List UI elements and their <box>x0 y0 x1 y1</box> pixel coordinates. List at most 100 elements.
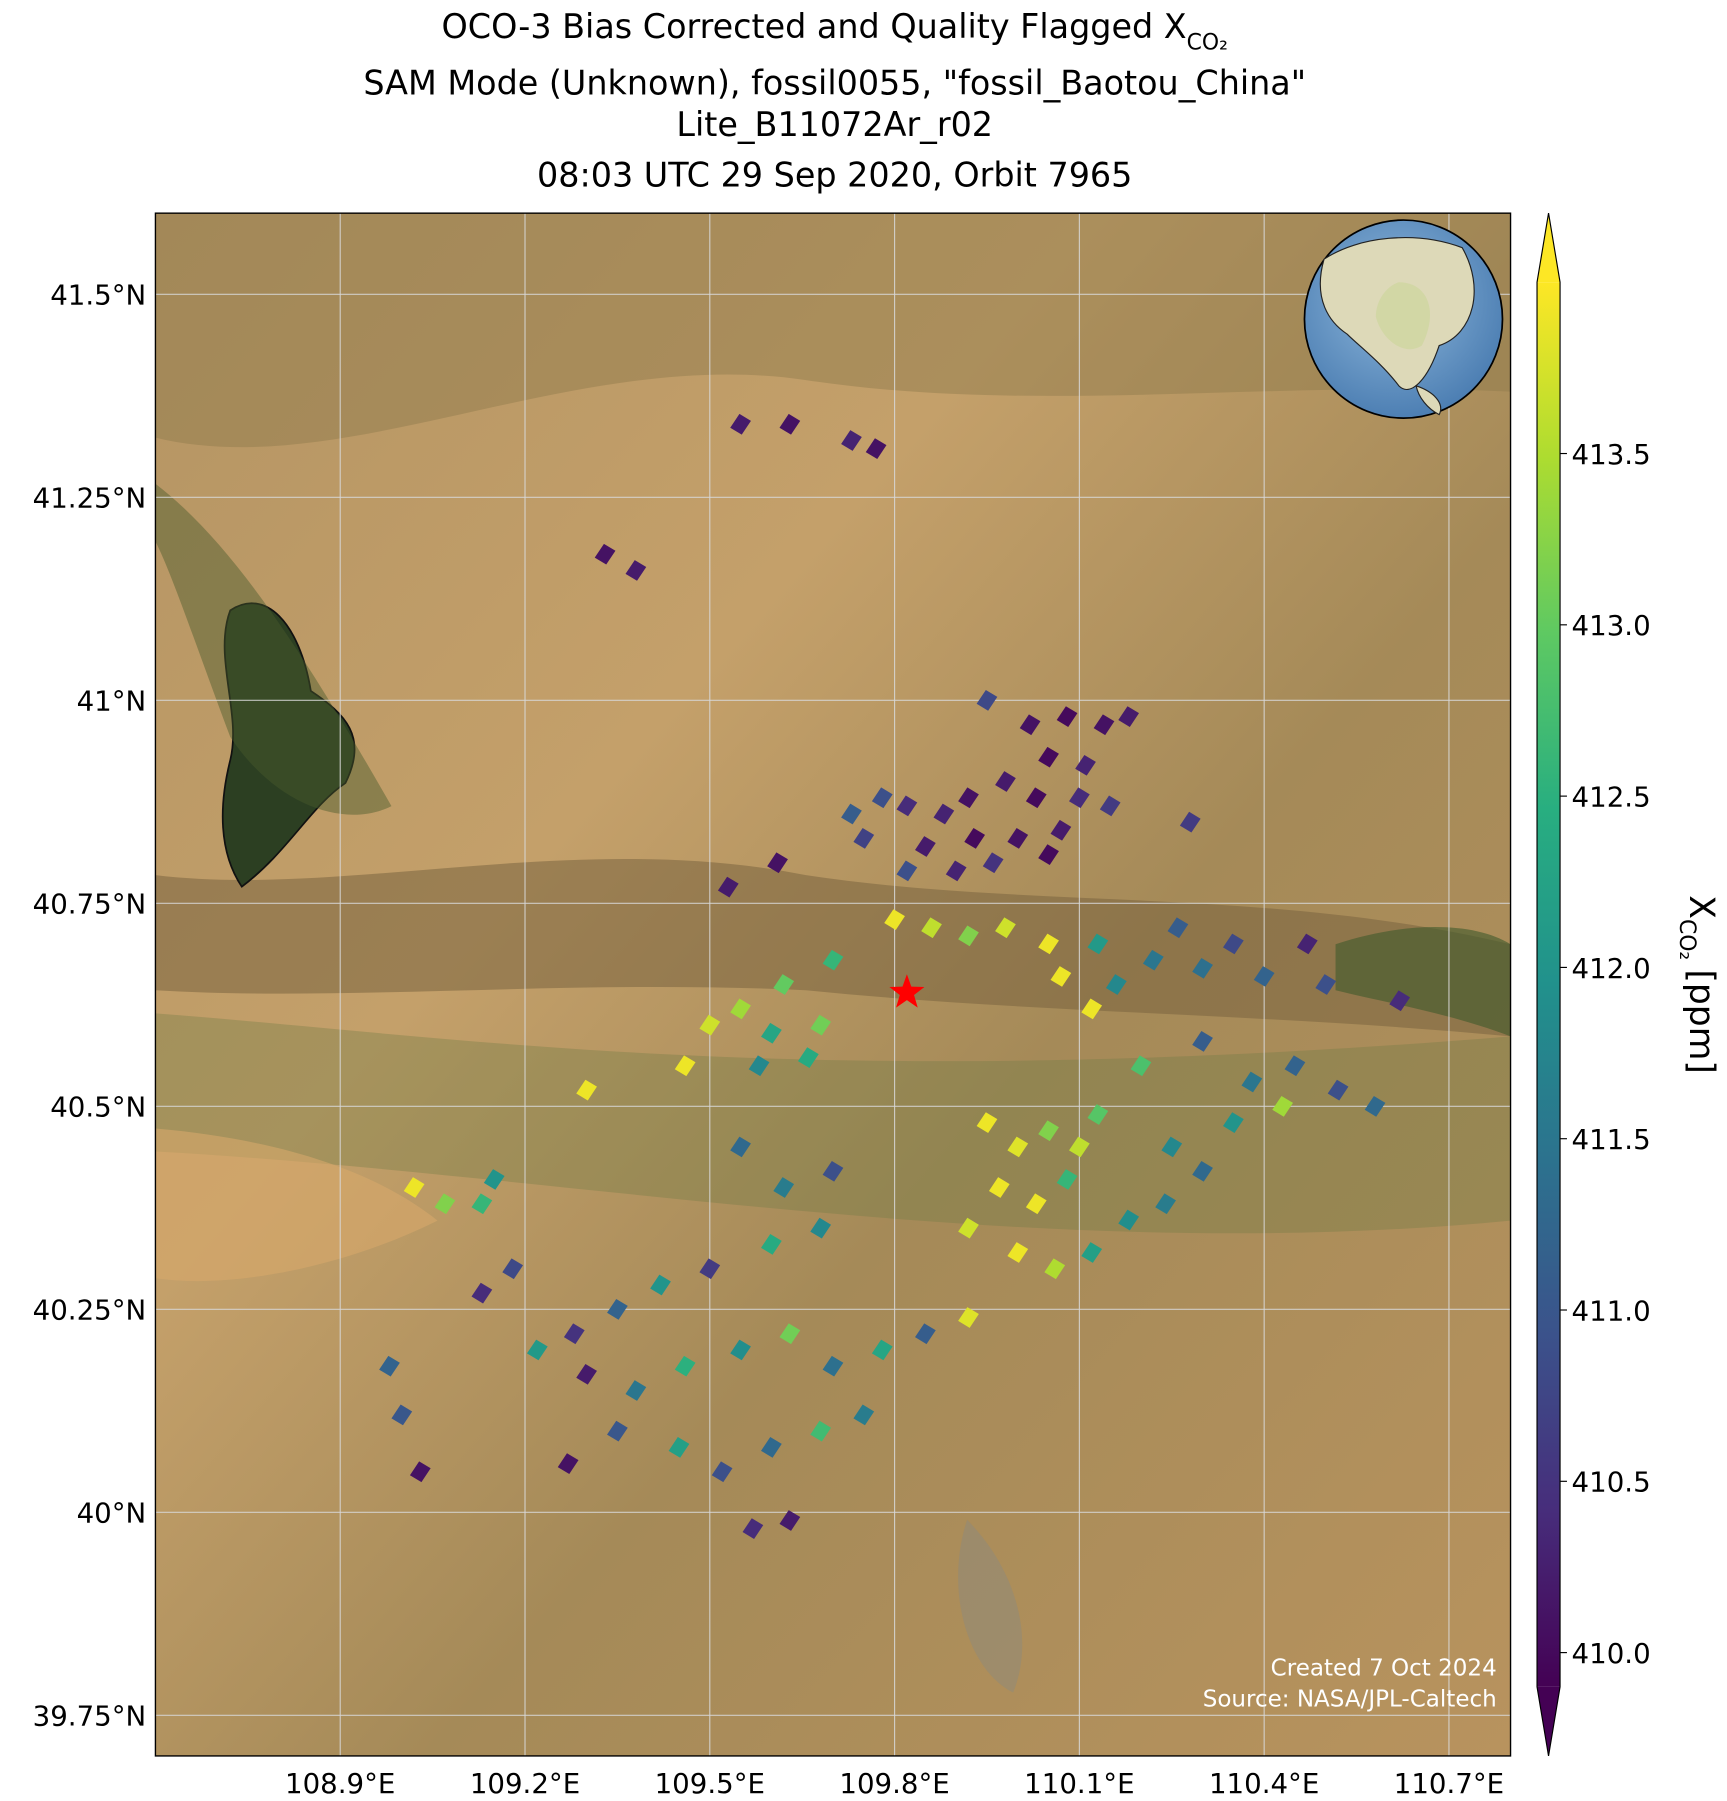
sounding <box>1241 1071 1263 1093</box>
y-tick-label: 41°N <box>77 685 147 718</box>
sounding <box>742 1518 764 1539</box>
map-frame <box>154 212 1512 1757</box>
sounding <box>958 787 979 809</box>
sounding <box>576 1363 597 1385</box>
sounding <box>1272 1095 1294 1117</box>
sounding <box>699 1258 721 1280</box>
sounding <box>915 836 936 857</box>
x-tick-label: 108.9°E <box>285 1767 395 1800</box>
sounding <box>896 860 918 882</box>
sounding <box>1007 1136 1029 1158</box>
sounding <box>1050 966 1072 987</box>
sounding <box>779 413 801 435</box>
sounding <box>822 1160 844 1182</box>
sounding <box>483 1169 505 1190</box>
sounding <box>668 1437 690 1458</box>
sounding <box>1118 1209 1140 1231</box>
sounding <box>945 860 967 882</box>
colorbar-tick-label: 410.5 <box>1572 1466 1651 1499</box>
sounding <box>1296 933 1318 955</box>
sounding <box>1389 990 1411 1012</box>
sounding <box>699 1014 721 1036</box>
x-tick-label: 110.7°E <box>1394 1767 1504 1800</box>
sounding <box>773 974 795 995</box>
colorbar-tick-label: 411.5 <box>1572 1123 1651 1156</box>
colorbar-tick-label: 410.0 <box>1572 1637 1651 1670</box>
sounding <box>810 1014 832 1036</box>
sounding <box>865 438 887 459</box>
sounding <box>607 1298 628 1320</box>
sounding <box>1025 1193 1047 1215</box>
sounding <box>1099 795 1121 817</box>
chart-subtitle: 08:03 UTC 29 Sep 2020, Orbit 7965 <box>537 156 1132 195</box>
soundings <box>379 413 1411 1539</box>
x-tick-label: 110.1°E <box>1024 1767 1134 1800</box>
sounding <box>557 1453 579 1474</box>
sounding <box>471 1193 493 1215</box>
y-tick-label: 41.5°N <box>50 279 146 312</box>
sounding <box>773 1177 795 1198</box>
sounding <box>1019 714 1041 736</box>
sounding <box>976 689 998 711</box>
sounding <box>1161 1136 1183 1158</box>
sounding <box>1007 1242 1029 1263</box>
sounding <box>1315 974 1337 995</box>
sounding <box>1192 1031 1213 1052</box>
sounding <box>976 1112 998 1133</box>
sounding <box>625 1380 647 1401</box>
y-tick-label: 41.25°N <box>33 482 147 515</box>
sounding <box>1223 933 1244 955</box>
sounding <box>711 1461 733 1483</box>
colorbar-outline <box>1536 213 1561 1757</box>
sounding <box>526 1339 548 1361</box>
sounding <box>1081 1242 1103 1263</box>
sounding <box>502 1258 524 1280</box>
sounding <box>1253 966 1275 987</box>
sounding <box>1056 1169 1078 1190</box>
colorbar <box>1536 213 1567 1757</box>
sounding <box>933 803 955 825</box>
sounding <box>995 917 1016 939</box>
sounding <box>1081 998 1103 1020</box>
sounding <box>730 1136 751 1158</box>
sounding <box>674 1355 696 1377</box>
y-tick-label: 39.75°N <box>33 1700 147 1733</box>
colorbar-tick-label: 412.5 <box>1572 780 1651 813</box>
y-tick-label: 40.25°N <box>33 1294 147 1327</box>
sounding <box>982 852 1004 874</box>
colorbar-tick-label: 413.5 <box>1572 438 1651 471</box>
sounding <box>1364 1095 1386 1117</box>
sounding <box>403 1177 425 1198</box>
sounding <box>810 1217 832 1239</box>
sounding <box>1025 787 1047 809</box>
sounding <box>810 1420 832 1442</box>
sounding <box>1050 819 1072 841</box>
sounding <box>594 543 616 565</box>
sounding <box>391 1404 413 1426</box>
colorbar-tick-label: 412.0 <box>1572 952 1651 985</box>
sounding <box>958 925 979 947</box>
sounding <box>761 1022 782 1044</box>
y-tick-label: 40.75°N <box>33 888 147 921</box>
sounding <box>1155 1193 1176 1215</box>
colorbar-tick-label: 411.0 <box>1572 1294 1651 1327</box>
sounding <box>1056 706 1078 727</box>
sounding <box>822 1355 844 1377</box>
sounding <box>1192 957 1213 979</box>
sounding <box>896 795 918 817</box>
sounding <box>1118 706 1140 727</box>
sounding <box>1087 1104 1109 1125</box>
sounding <box>471 1282 493 1304</box>
sounding <box>1284 1055 1306 1077</box>
site-marker <box>889 974 925 1008</box>
sounding <box>1167 917 1189 939</box>
sounding <box>871 1339 893 1361</box>
sounding <box>1179 811 1201 833</box>
sounding <box>841 430 862 451</box>
sounding <box>779 1323 801 1345</box>
sounding <box>797 1047 819 1068</box>
sounding <box>1327 1079 1349 1101</box>
sounding <box>674 1055 696 1077</box>
text-layer: OCO-3 Bias Corrected and Quality Flagged… <box>33 7 1722 1800</box>
sounding <box>761 1437 782 1458</box>
